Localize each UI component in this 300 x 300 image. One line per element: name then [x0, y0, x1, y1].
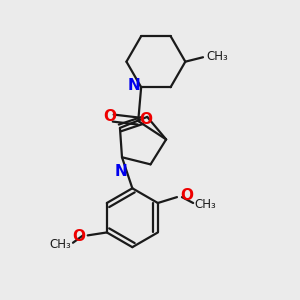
Text: O: O — [72, 229, 85, 244]
Text: CH₃: CH₃ — [195, 198, 216, 211]
Text: CH₃: CH₃ — [50, 238, 71, 251]
Text: O: O — [140, 112, 152, 127]
Text: O: O — [180, 188, 193, 203]
Text: CH₃: CH₃ — [206, 50, 228, 63]
Text: N: N — [114, 164, 127, 179]
Text: N: N — [128, 78, 140, 93]
Text: O: O — [103, 109, 116, 124]
